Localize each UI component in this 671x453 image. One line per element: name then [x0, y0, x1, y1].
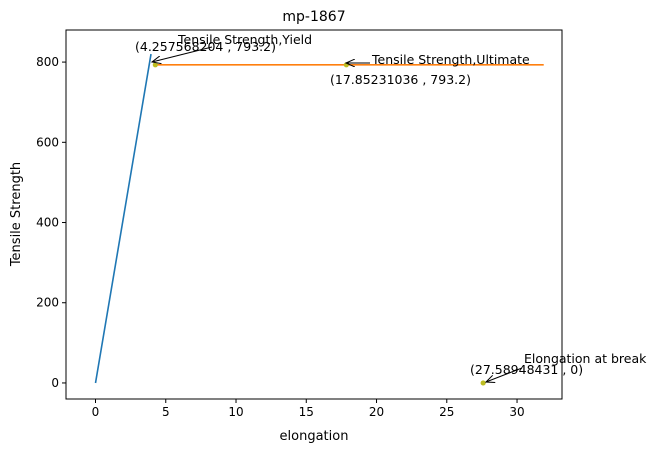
- data-point-3: [480, 380, 486, 386]
- annotation-ultimate-coords: (17.85231036 , 793.2): [330, 72, 471, 87]
- y-axis: 0 200 400 600 800: [36, 55, 66, 390]
- annotation-yield-label: Tensile Strength,Yield: [177, 32, 312, 47]
- x-tick-label: 25: [439, 405, 454, 419]
- annotation-yield-coords: (4.257568204 , 793.2): [135, 39, 276, 54]
- x-tick-label: 15: [299, 405, 314, 419]
- x-tick-label: 10: [228, 405, 243, 419]
- x-axis-label: elongation: [280, 429, 349, 444]
- annotation-yield-arrow: [152, 46, 213, 62]
- data-point-1: [152, 62, 158, 68]
- y-tick-label: 600: [36, 135, 59, 149]
- y-tick-label: 200: [36, 296, 59, 310]
- x-tick-label: 20: [369, 405, 384, 419]
- y-tick-label: 0: [51, 376, 59, 390]
- y-tick-label: 800: [36, 55, 59, 69]
- annotation-break-label: Elongation at break: [524, 351, 647, 366]
- annotation-break-coords: (27.58948431 , 0): [470, 362, 583, 377]
- x-tick-label: 5: [162, 405, 170, 419]
- axes-frame: [65, 29, 563, 400]
- annotation-break-arrow: [486, 367, 523, 382]
- x-axis: 0 5 10 15 20 25 30: [92, 399, 525, 419]
- x-tick-label: 0: [92, 405, 100, 419]
- series-line-1: [94, 53, 152, 384]
- chart-title: mp-1867: [282, 9, 345, 25]
- annotation-ultimate-label: Tensile Strength,Ultimate: [371, 52, 530, 67]
- plot-area: [94, 53, 544, 386]
- y-tick-label: 400: [36, 216, 59, 230]
- x-tick-label: 30: [509, 405, 524, 419]
- y-axis-label: Tensile Strength: [9, 162, 24, 267]
